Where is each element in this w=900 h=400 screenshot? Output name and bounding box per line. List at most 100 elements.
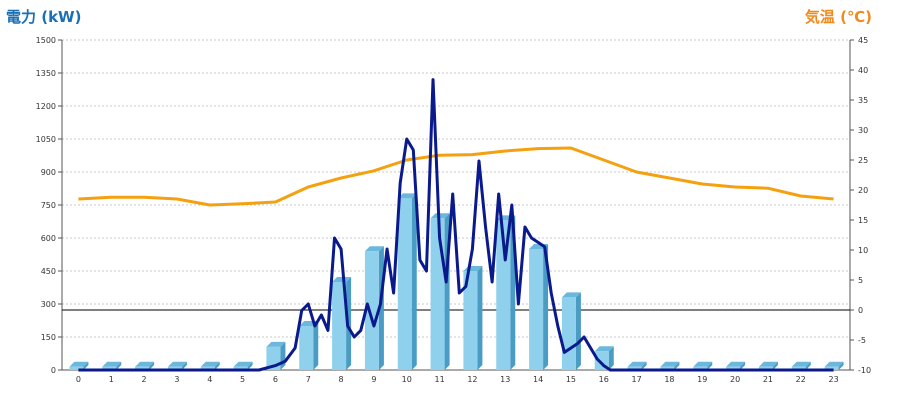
power-bar [233, 366, 248, 370]
power-bar [529, 249, 544, 370]
left-axis-title: 電力 (kW) [6, 8, 82, 26]
left-tick-label: 1500 [36, 36, 56, 45]
x-tick-label: 9 [371, 375, 376, 384]
x-tick-label: 17 [631, 375, 641, 384]
x-tick-label: 22 [796, 375, 806, 384]
x-tick-label: 23 [828, 375, 838, 384]
right-tick-label: 40 [858, 66, 868, 75]
bar-side [214, 361, 220, 370]
bar-top [824, 361, 844, 367]
bar-top [200, 361, 220, 367]
temperature-line [78, 146, 834, 207]
x-tick-label: 1 [109, 375, 114, 384]
x-tick-label: 5 [240, 375, 245, 384]
x-tick-label: 14 [533, 375, 543, 384]
right-tick-label: 5 [858, 276, 863, 285]
bar-top [561, 292, 581, 298]
bar-top [791, 361, 811, 367]
bar-side [149, 361, 155, 370]
x-tick-label: 3 [174, 375, 179, 384]
power-bar [758, 366, 773, 370]
bar-side [411, 193, 417, 370]
left-tick-label: 1350 [36, 69, 56, 78]
bar-top [364, 246, 384, 252]
left-tick-label: 1200 [36, 102, 56, 111]
bar-side [247, 361, 253, 370]
power-bar [332, 282, 347, 370]
power-bar [299, 326, 314, 370]
power-line [78, 78, 834, 372]
bar-side [838, 361, 844, 370]
bar-side [116, 361, 122, 370]
bar-side [707, 361, 713, 370]
bar-side [674, 361, 680, 370]
power-bar [824, 366, 839, 370]
x-tick-label: 4 [207, 375, 212, 384]
bar-top [135, 361, 155, 367]
power-bar [726, 366, 741, 370]
left-tick-label: 300 [41, 300, 56, 309]
right-tick-label: 45 [858, 36, 868, 45]
x-tick-label: 18 [664, 375, 674, 384]
power-bar [430, 218, 445, 370]
power-bar [660, 366, 675, 370]
bar-side [313, 321, 319, 370]
bar-side [805, 361, 811, 370]
bar-side [772, 361, 778, 370]
bar-top [693, 361, 713, 367]
x-tick-label: 21 [763, 375, 773, 384]
left-tick-label: 0 [51, 366, 56, 375]
bar-top [102, 361, 122, 367]
bar-top [266, 341, 286, 347]
right-tick-label: 10 [858, 246, 868, 255]
x-tick-label: 19 [697, 375, 707, 384]
power-bar [561, 297, 576, 370]
x-tick-label: 10 [402, 375, 412, 384]
bar-top [397, 193, 417, 199]
power-bar [102, 366, 117, 370]
left-tick-label: 450 [41, 267, 56, 276]
x-tick-label: 15 [566, 375, 576, 384]
right-tick-label: -10 [858, 366, 871, 375]
power-bar [135, 366, 150, 370]
left-tick-label: 750 [41, 201, 56, 210]
right-tick-label: 20 [858, 186, 868, 195]
power-bar [397, 198, 412, 370]
left-tick-label: 150 [41, 333, 56, 342]
x-tick-label: 2 [142, 375, 147, 384]
x-tick-label: 13 [500, 375, 510, 384]
bar-top [69, 361, 89, 367]
power-bar [627, 366, 642, 370]
bar-side [740, 361, 746, 370]
bar-side [477, 266, 483, 370]
x-tick-label: 11 [434, 375, 444, 384]
bar-side [575, 292, 581, 370]
bar-top [332, 277, 352, 282]
bar-top [660, 361, 680, 367]
x-tick-label: 6 [273, 375, 278, 384]
bar-side [543, 244, 549, 370]
power-bar [200, 366, 215, 370]
bar-side [181, 361, 187, 370]
bar-top [726, 361, 746, 367]
x-tick-label: 20 [730, 375, 740, 384]
x-tick-label: 12 [467, 375, 477, 384]
power-bar [167, 366, 182, 370]
bar-side [641, 361, 647, 370]
power-bar [693, 366, 708, 370]
bar-top [594, 346, 614, 352]
right-tick-label: 0 [858, 306, 863, 315]
right-axis-title: 気温 (℃) [804, 8, 872, 26]
right-tick-label: 35 [858, 96, 868, 105]
x-tick-label: 16 [599, 375, 609, 384]
bar-side [608, 346, 614, 370]
bar-top [627, 361, 647, 367]
power-bar [364, 251, 379, 370]
power-bar [69, 366, 84, 370]
left-tick-label: 900 [41, 168, 56, 177]
left-tick-label: 600 [41, 234, 56, 243]
right-tick-label: 15 [858, 216, 868, 225]
power-bar [791, 366, 806, 370]
x-tick-label: 7 [306, 375, 311, 384]
